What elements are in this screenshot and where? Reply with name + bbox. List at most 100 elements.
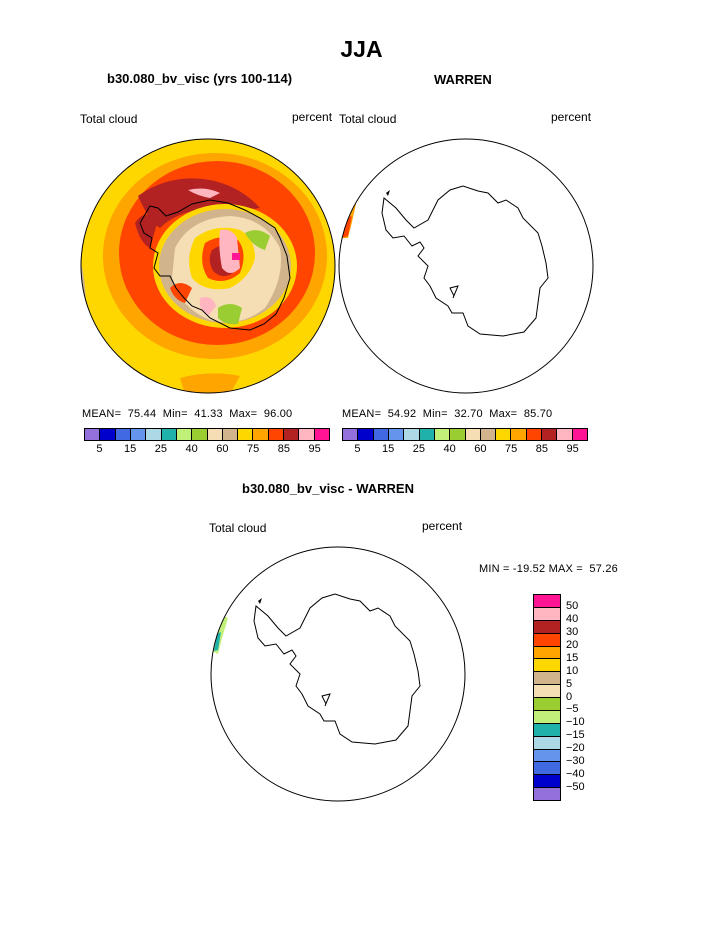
contour-green-east [245,230,270,250]
tick-label: 5 [96,443,103,455]
tick-label: 20 [566,638,579,651]
contour-dark-red-west [135,214,158,248]
colorbar-swatch [130,429,147,440]
tick-label: 15 [381,443,395,455]
model-panel-title: b30.080_bv_visc (yrs 100-114) [107,71,293,86]
tick-label: 50 [566,599,579,612]
colorbar-swatch [358,429,374,440]
tick-label: 15 [566,651,579,664]
tick-label: −50 [566,781,585,794]
tick-label: −30 [566,755,585,768]
colorbar-swatch [343,429,359,440]
obs-variable-label: Total cloud [339,112,397,126]
colorbar-swatch [314,429,329,440]
colorbar-swatch [100,429,116,440]
colorbar-swatch [434,429,451,440]
colorbar-swatch [268,429,285,440]
diff-colorbar [533,594,561,801]
contour-pink-north [188,188,220,198]
colorbar-swatch [534,710,560,724]
tick-label: 25 [154,443,168,455]
colorbar-swatch [534,595,560,608]
tick-label: 75 [504,443,518,455]
colorbar-swatch [161,429,177,440]
tick-label: 40 [185,443,198,455]
colorbar-swatch [238,429,254,440]
diff-colorbar-ticks: 50 40 30 20 15 10 5 0 −5 −10 −15 −20 −30… [566,594,626,801]
tick-label: 85 [277,443,291,455]
colorbar-swatch [534,633,560,647]
colorbar-swatch [146,429,162,440]
obs-panel-title: WARREN [434,72,492,87]
tick-label: 5 [566,677,573,690]
colorbar-swatch [115,429,131,440]
tick-label: 0 [566,690,573,703]
diff-polar-map [210,546,466,802]
colorbar-swatch [534,736,560,750]
obs-colorbar [342,428,588,441]
model-polar-map [80,138,336,394]
tick-label: 10 [566,664,579,677]
antarctica-coastline [253,593,421,745]
colorbar-swatch [534,646,560,660]
colorbar-swatch [299,429,315,440]
model-colorbar [84,428,330,441]
tick-label: 60 [474,443,487,455]
tick-label: −10 [566,716,585,729]
tick-label: 95 [308,443,321,455]
diff-contour-teal [214,632,221,651]
colorbar-swatch [557,429,573,440]
colorbar-swatch [192,429,208,440]
colorbar-swatch [534,607,560,621]
colorbar-swatch [373,429,389,440]
colorbar-swatch [534,788,560,800]
model-units-label: percent [292,110,333,124]
colorbar-swatch [542,429,558,440]
colorbar-swatch [534,775,560,789]
tick-label: 40 [566,612,579,625]
diff-stats: MIN = -19.52 MAX = 57.26 [479,563,618,575]
diff-variable-label: Total cloud [209,521,267,535]
tick-label: 95 [566,443,579,455]
colorbar-swatch [388,429,405,440]
colorbar-swatch [404,429,420,440]
colorbar-swatch [176,429,193,440]
contour-green-south [218,304,242,325]
contour-core-max [232,253,240,260]
obs-stats: MEAN= 54.92 Min= 32.70 Max= 85.70 [342,408,553,420]
colorbar-swatch [450,429,466,440]
colorbar-swatch [207,429,223,440]
tick-label: −15 [566,729,585,742]
tick-label: 15 [123,443,137,455]
tick-label: 60 [216,443,229,455]
tick-label: 30 [566,625,579,638]
diff-panel-title: b30.080_bv_visc - WARREN [242,481,414,496]
colorbar-swatch [222,429,239,440]
main-title: JJA [340,36,383,62]
colorbar-swatch [284,429,300,440]
contour-core-pink [219,229,240,273]
tick-label: 5 [354,443,361,455]
colorbar-swatch [534,672,560,686]
colorbar-swatch [534,685,560,698]
colorbar-swatch [534,620,560,634]
model-stats: MEAN= 75.44 Min= 41.33 Max= 96.00 [82,408,293,420]
colorbar-swatch [85,429,101,440]
colorbar-swatch [572,429,587,440]
colorbar-swatch [511,429,527,440]
tick-label: −20 [566,742,585,755]
tick-label: −40 [566,768,585,781]
obs-units-label: percent [551,110,592,124]
colorbar-swatch [534,698,560,711]
colorbar-swatch [526,429,543,440]
colorbar-swatch [419,429,435,440]
contour-orange-south [180,373,240,393]
antarctica-coastline [381,185,549,337]
model-variable-label: Total cloud [80,112,138,126]
tick-label: 25 [412,443,426,455]
colorbar-swatch [465,429,481,440]
colorbar-swatch [534,723,560,737]
model-colorbar-ticks: 5 15 25 40 60 75 85 95 [84,443,330,457]
colorbar-swatch [534,749,560,763]
diff-units-label: percent [422,519,463,533]
